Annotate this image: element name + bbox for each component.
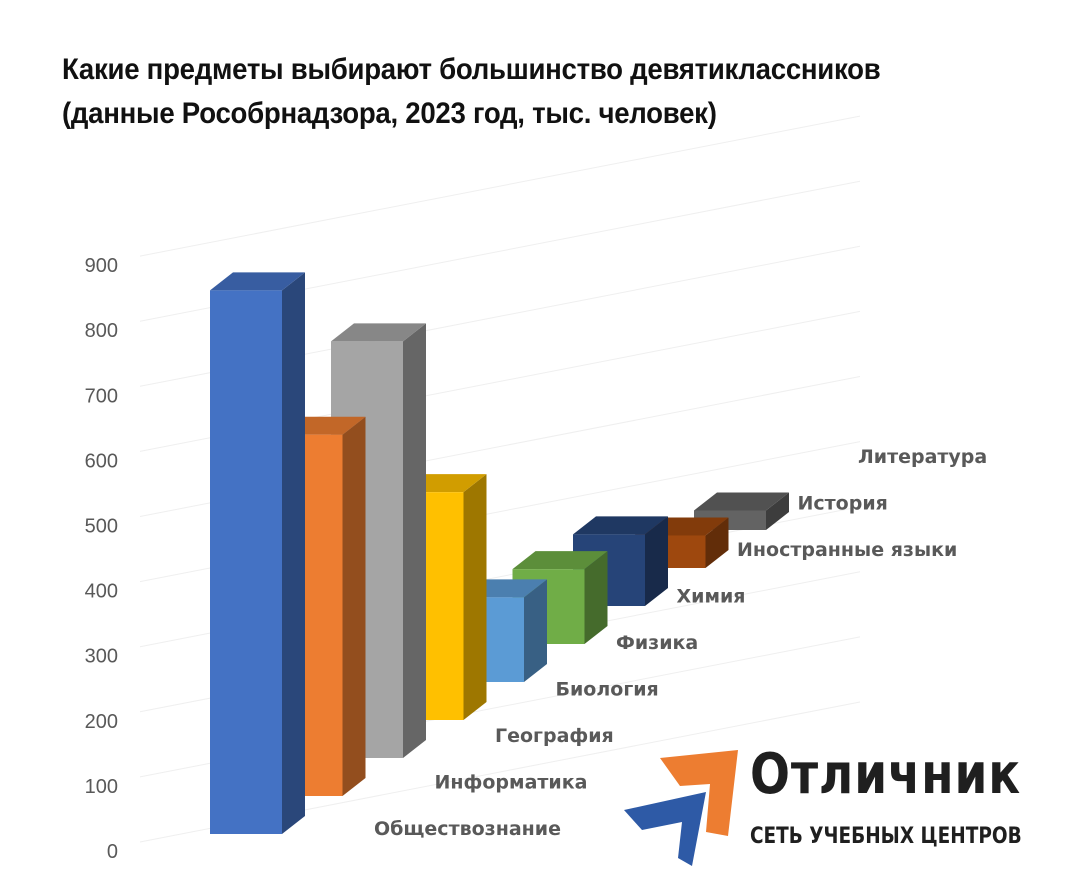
logo-tagline: СЕТЬ УЧЕБНЫХ ЦЕНТРОВ	[750, 824, 1022, 849]
y-tick-label: 100	[85, 776, 118, 798]
chart-subtitle: (данные Рособрнадзора, 2023 год, тыс. че…	[62, 97, 717, 130]
bar-top	[210, 272, 305, 291]
bar-top	[331, 323, 426, 342]
logo-chevron-icon	[624, 750, 738, 866]
bar-9	[694, 492, 789, 530]
y-tick-label: 900	[85, 255, 118, 277]
y-tick-label: 400	[85, 581, 118, 603]
y-axis: 0 100 200 300 400 500 600 700 800 900	[85, 255, 118, 863]
bar-side	[705, 517, 729, 568]
category-label: Информатика	[435, 772, 588, 794]
bar-side	[342, 416, 366, 796]
bar-top	[694, 492, 789, 511]
bar-side	[282, 272, 305, 834]
bar-side	[463, 474, 487, 720]
category-label: География	[495, 725, 614, 747]
bar-side	[766, 492, 789, 530]
bar-front	[210, 290, 282, 834]
y-tick-label: 0	[107, 841, 118, 863]
y-tick-label: 800	[85, 320, 118, 342]
bar-side	[584, 551, 608, 644]
y-tick-label: 500	[85, 516, 118, 538]
gridline	[139, 115, 861, 257]
y-tick-label: 200	[85, 711, 118, 733]
bar-side	[524, 579, 547, 682]
category-label: Литература	[858, 446, 987, 468]
y-tick-label: 300	[85, 646, 118, 668]
category-label: Биология	[556, 679, 659, 701]
logo-name: Отличник	[750, 742, 1022, 807]
bar-1	[210, 272, 305, 834]
chart-title-block: Какие предметы выбирают большинство девя…	[62, 48, 945, 136]
bar-3	[331, 323, 426, 758]
logo: Отличник СЕТЬ УЧЕБНЫХ ЦЕНТРОВ	[620, 742, 1060, 878]
bars	[210, 272, 789, 834]
bar-top	[512, 551, 608, 570]
category-label: Химия	[677, 586, 746, 608]
y-tick-label: 600	[85, 450, 118, 472]
category-labels: Обществознание Информатика География Биолог…	[374, 446, 987, 840]
y-tick-label: 700	[85, 385, 118, 407]
bar-top	[573, 516, 668, 535]
bar-side	[645, 516, 668, 606]
category-label: История	[798, 493, 888, 515]
category-label: Иностранные языки	[737, 539, 957, 561]
bar-side	[403, 323, 426, 758]
category-label: Физика	[616, 632, 698, 654]
category-label: Обществознание	[374, 818, 561, 840]
chart-title: Какие предметы выбирают большинство девя…	[62, 53, 881, 86]
